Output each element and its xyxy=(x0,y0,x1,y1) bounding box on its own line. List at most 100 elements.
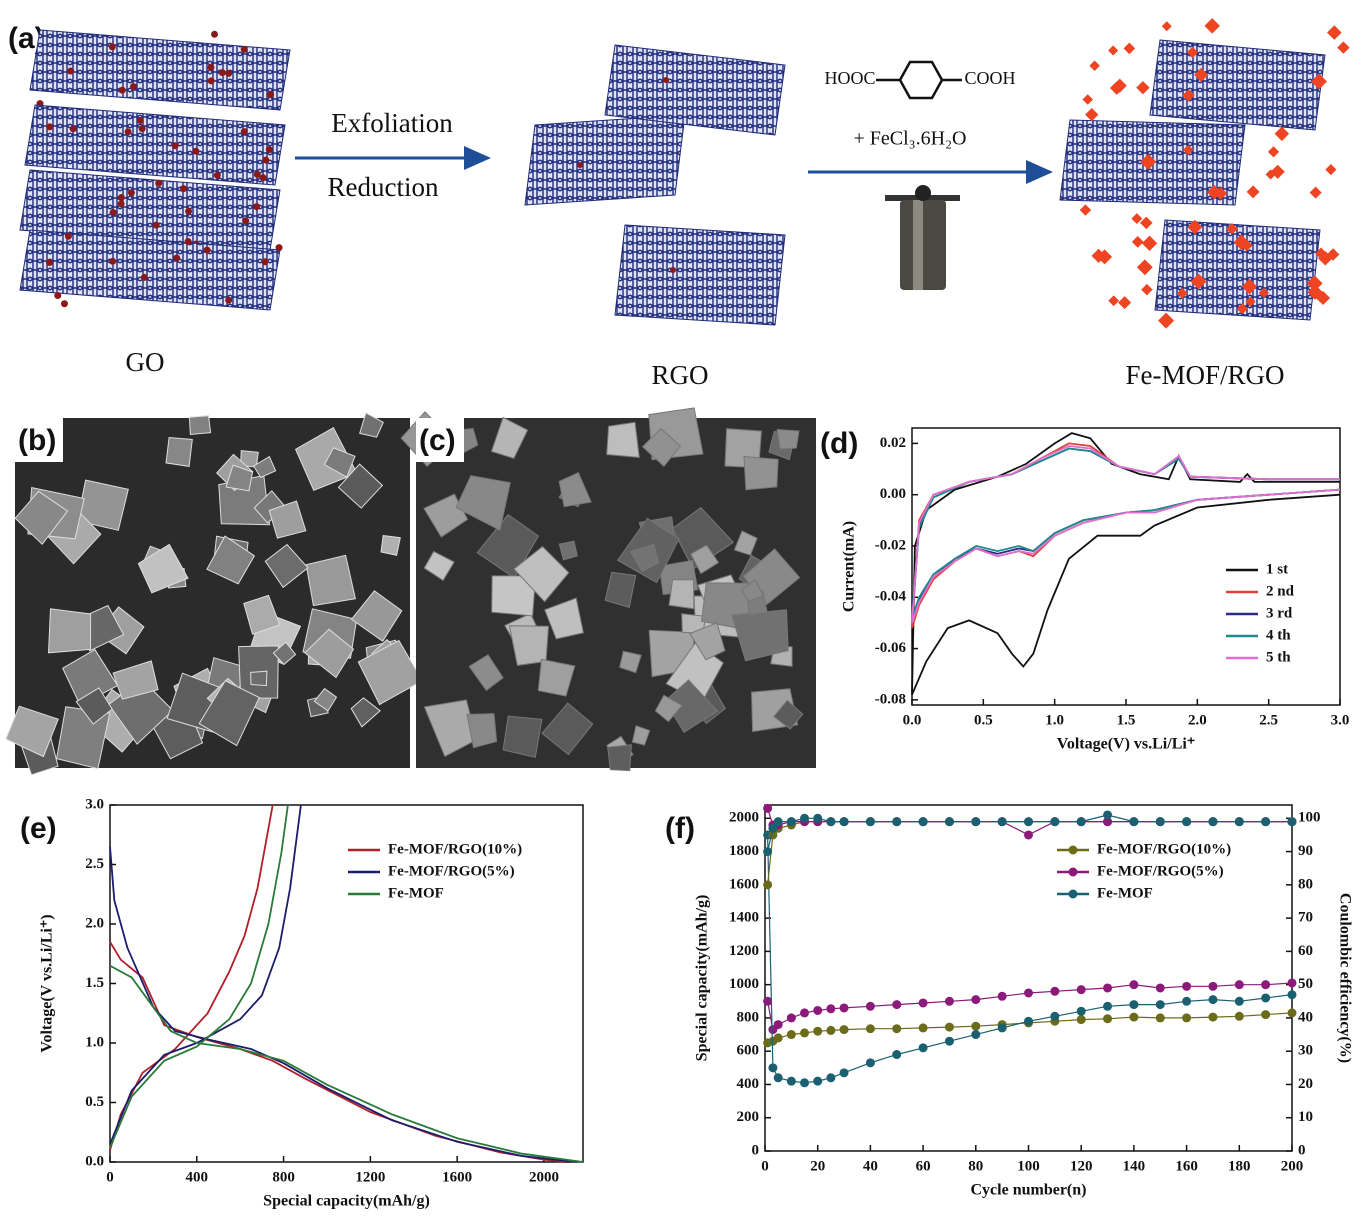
crystal xyxy=(251,671,267,685)
data-point xyxy=(892,1000,901,1009)
oxygen-group xyxy=(128,189,135,196)
data-point xyxy=(1182,1013,1191,1022)
data-point xyxy=(1129,980,1138,989)
x-tick-label: 60 xyxy=(916,1158,931,1174)
legend-label: Fe-MOF xyxy=(1097,885,1153,901)
data-point xyxy=(813,814,822,823)
mof-crystal xyxy=(1136,81,1149,94)
legend-label: 2 nd xyxy=(1266,583,1295,599)
legend-label: Fe-MOF/RGO(10%) xyxy=(388,841,522,857)
x-axis-label: Voltage(V) vs.Li/Li⁺ xyxy=(1057,736,1196,753)
oxygen-group xyxy=(139,125,146,132)
mof-crystal xyxy=(1141,284,1152,295)
oxygen-group xyxy=(204,247,211,254)
y-tick-label: -0.02 xyxy=(875,537,906,553)
oxygen-group xyxy=(225,297,232,304)
mof-crystal xyxy=(1162,21,1172,31)
data-point xyxy=(945,817,954,826)
x-tick-label: 2000 xyxy=(529,1169,559,1185)
benzene xyxy=(876,62,962,98)
mof-crystal xyxy=(1124,43,1136,55)
mof-crystal xyxy=(1132,236,1144,248)
mof-crystal xyxy=(1247,185,1260,198)
data-point xyxy=(971,1022,980,1031)
mof-crystal xyxy=(1327,25,1342,40)
y2-tick-label: 80 xyxy=(1298,876,1313,892)
oxygen-group xyxy=(192,148,199,155)
mof-crystal xyxy=(1137,259,1153,275)
x-tick-label: 160 xyxy=(1175,1158,1198,1174)
data-point xyxy=(1156,1013,1165,1022)
graphene-sheet xyxy=(1155,220,1320,320)
y-tick-label: 1400 xyxy=(729,910,759,926)
data-point xyxy=(971,817,980,826)
mof-crystal xyxy=(1108,295,1119,306)
series-line xyxy=(110,805,288,1148)
mof-crystal xyxy=(1142,236,1157,251)
schematic: (a) Exfoliation Reduction HOOC COOH + Fe… xyxy=(8,18,1350,390)
y2-tick-label: 40 xyxy=(1298,1009,1313,1025)
autoclave xyxy=(885,185,960,290)
x-tick-label: 120 xyxy=(1070,1158,1093,1174)
y-tick-label: 800 xyxy=(737,1009,760,1025)
graphene-sheet xyxy=(525,115,685,205)
x-tick-label: 80 xyxy=(968,1158,983,1174)
y-tick-label: 1.0 xyxy=(85,1034,104,1050)
arrow-label: Exfoliation xyxy=(331,108,453,138)
y-tick-label: 0.5 xyxy=(85,1094,104,1110)
stage-label: RGO xyxy=(651,360,708,390)
data-point xyxy=(919,1043,928,1052)
oxygen-group xyxy=(663,77,669,83)
x-tick-label: 0.5 xyxy=(974,712,993,728)
oxygen-group xyxy=(125,128,132,135)
data-point xyxy=(826,817,835,826)
y-tick-label: 1.5 xyxy=(85,975,104,991)
stage-label: GO xyxy=(126,347,165,377)
data-point xyxy=(866,1024,875,1033)
oxygen-group xyxy=(155,180,162,187)
y-tick-label: -0.08 xyxy=(875,691,906,707)
data-point xyxy=(1208,995,1217,1004)
data-point xyxy=(1077,817,1086,826)
data-point xyxy=(1261,1010,1270,1019)
mof-crystal xyxy=(1310,187,1322,199)
oxygen-group xyxy=(180,185,187,192)
panel-label: (f) xyxy=(665,812,695,845)
data-point xyxy=(1288,990,1297,999)
data-point xyxy=(1182,817,1191,826)
y-tick-label: 600 xyxy=(737,1043,760,1059)
crystal xyxy=(503,716,542,757)
x-tick-label: 140 xyxy=(1123,1158,1146,1174)
crystal xyxy=(49,609,91,653)
x-axis-label: Special capacity(mAh/g) xyxy=(263,1193,430,1210)
oxygen-group xyxy=(65,233,72,240)
oxygen-group xyxy=(61,300,68,307)
y-tick-label: 2.5 xyxy=(85,856,104,872)
legend-label: 3 rd xyxy=(1266,605,1293,621)
arrow-label: Reduction xyxy=(328,172,439,202)
y-tick-label: 1000 xyxy=(729,976,759,992)
x-tick-label: 1200 xyxy=(355,1169,385,1185)
crystal xyxy=(777,430,799,449)
data-point xyxy=(763,880,772,889)
y-tick-label: -0.04 xyxy=(875,589,907,605)
legend-marker xyxy=(1069,868,1078,877)
data-point xyxy=(892,817,901,826)
legend-marker xyxy=(1069,890,1078,899)
series-line xyxy=(110,942,566,1162)
data-point xyxy=(1077,1007,1086,1016)
crystal xyxy=(608,745,632,771)
data-point xyxy=(800,1028,809,1037)
y2-tick-label: 0 xyxy=(1298,1142,1306,1158)
data-point xyxy=(1156,817,1165,826)
mof-crystal xyxy=(1089,61,1099,71)
oxygen-group xyxy=(109,43,116,50)
legend-label: 5 th xyxy=(1266,649,1291,665)
sem-image-b: (b) xyxy=(6,413,423,775)
oxygen-group xyxy=(118,194,125,201)
data-point xyxy=(1261,993,1270,1002)
mof-crystal xyxy=(1118,296,1131,309)
oxygen-group xyxy=(219,69,226,76)
data-point xyxy=(800,814,809,823)
data-point xyxy=(1129,1013,1138,1022)
